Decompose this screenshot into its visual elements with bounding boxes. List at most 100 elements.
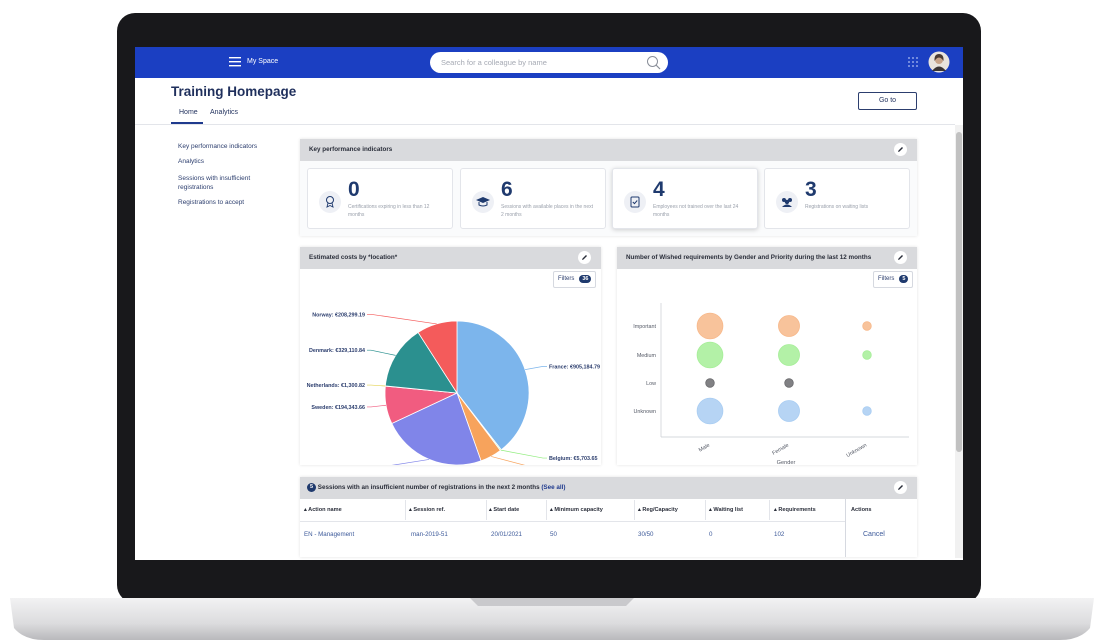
label-leader: [367, 404, 387, 408]
bubble: [696, 312, 724, 340]
search-box[interactable]: [430, 52, 668, 73]
bubble: [784, 378, 794, 388]
label-leader: [367, 384, 386, 387]
side-nav-item[interactable]: Key performance indicators: [178, 143, 258, 150]
data-label: France: €905,184.79: [549, 364, 600, 370]
column-header: Actions: [851, 507, 872, 513]
kpi-card: 6 Sessions with available places in the …: [460, 168, 606, 229]
edit-button[interactable]: [894, 143, 907, 156]
table-cell: 0: [709, 531, 713, 538]
avatar[interactable]: [928, 51, 950, 73]
pie-slice: [384, 331, 458, 394]
column-header[interactable]: ▴ Action name: [304, 507, 342, 513]
bubble: [862, 350, 872, 360]
table-cell: 50: [550, 531, 557, 538]
column-divider: [546, 500, 547, 520]
kpi-value: 6: [501, 178, 513, 201]
filters-count: 5: [899, 275, 909, 283]
data-label: Belgium: €5,703.65: [549, 456, 598, 462]
kpi-value: 0: [348, 178, 360, 201]
side-nav-item[interactable]: Sessions with insufficient registrations: [178, 175, 251, 191]
y-tick-label: Important: [633, 324, 656, 330]
panel-header: Key performance indicators: [300, 139, 917, 161]
x-tick-label: Male: [698, 443, 711, 454]
label-leader: [500, 449, 547, 459]
data-label: Norway: €208,299.19: [312, 312, 365, 318]
label-leader: [391, 459, 430, 465]
edit-button[interactable]: [578, 251, 591, 264]
kpi-value: 4: [653, 178, 665, 201]
panel-header: Number of Wished requirements by Gender …: [617, 247, 917, 269]
pie-slice: [417, 320, 458, 395]
column-header[interactable]: ▴ Session ref.: [409, 507, 446, 513]
cancel-link[interactable]: Cancel: [863, 531, 885, 538]
column-divider: [705, 500, 706, 520]
filters-button[interactable]: Filters 36: [553, 271, 597, 288]
apps-icon[interactable]: [907, 56, 919, 68]
data-label: Denmark: €329,110.84: [309, 348, 365, 354]
kpi-label: Registrations on waiting lists: [805, 204, 869, 210]
column-header-text: Requirements: [778, 507, 816, 513]
table-cell: 20/01/2021: [491, 531, 522, 538]
tab[interactable]: Home: [179, 109, 198, 116]
bubble: [705, 378, 715, 388]
table-cell: 102: [774, 531, 785, 538]
table-cell: man-2019-51: [411, 531, 448, 538]
column-header[interactable]: ▴ Minimum capacity: [550, 507, 603, 513]
column-divider: [405, 500, 406, 520]
pie-slice: [456, 320, 530, 451]
active-tab-underline: [171, 122, 203, 124]
x-tick-label: Unknown: [846, 443, 868, 459]
hinge-notch: [470, 598, 634, 606]
column-header[interactable]: ▴ Reg/Capacity: [638, 507, 678, 513]
column-header-text: Start date: [493, 507, 520, 513]
table-panel: 5 Sessions with an insufficient number o…: [300, 477, 917, 557]
tab[interactable]: Analytics: [210, 109, 239, 116]
see-all-link[interactable]: (See all): [541, 484, 566, 491]
column-header-text: Reg/Capacity: [642, 507, 678, 513]
x-tick-label: Female: [771, 443, 790, 457]
label-leader: [367, 313, 437, 325]
column-header-text: Action name: [308, 507, 342, 513]
data-label: Netherlands: €1,300.82: [307, 383, 365, 389]
table-cell[interactable]: EN - Management: [304, 531, 355, 538]
kpi-icon: [319, 191, 341, 213]
column-divider: [486, 500, 487, 520]
data-label: Sweden: €194,343.66: [311, 405, 365, 411]
y-tick-label: Medium: [637, 353, 657, 359]
pie-slice: [391, 392, 482, 465]
bubble: [778, 315, 800, 337]
app-name[interactable]: My Space: [247, 58, 279, 65]
bubble-chart: Important Medium Low Unknown Male Female Unkno…: [633, 303, 909, 465]
header-divider: [135, 124, 955, 125]
kpi-card: 4 Employees not trained over the last 24…: [612, 168, 758, 229]
row-divider: [300, 521, 845, 522]
menu-icon[interactable]: [229, 56, 242, 67]
kpi-icon: [624, 191, 646, 213]
filters-count: 36: [579, 275, 592, 283]
side-nav-item[interactable]: Analytics: [178, 158, 205, 165]
go-to-button[interactable]: Go to: [858, 92, 917, 110]
label-leader: [491, 456, 526, 465]
kpi-value: 3: [805, 178, 817, 201]
filters-button[interactable]: Filters 5: [873, 271, 914, 288]
column-header-text: Minimum capacity: [554, 507, 603, 513]
x-axis-title: Gender: [777, 460, 796, 465]
column-header[interactable]: ▴ Requirements: [774, 507, 816, 513]
side-nav-item[interactable]: Registrations to accept: [178, 199, 245, 206]
kpi-label: Employees not trained over the last 24 m…: [653, 204, 739, 218]
sticky-column-divider: [845, 499, 846, 557]
column-header[interactable]: ▴ Waiting list: [709, 507, 743, 513]
bubble: [862, 321, 872, 331]
column-header[interactable]: ▴ Start date: [489, 507, 520, 513]
edit-button[interactable]: [894, 251, 907, 264]
panel-header: 5 Sessions with an insufficient number o…: [300, 477, 917, 499]
search-icon[interactable]: [646, 55, 662, 70]
filters-label: Filters: [558, 276, 575, 282]
page-title: Training Homepage: [171, 84, 297, 99]
edit-button[interactable]: [894, 481, 907, 494]
bubble: [696, 397, 724, 425]
scrollbar-thumb[interactable]: [956, 132, 962, 452]
